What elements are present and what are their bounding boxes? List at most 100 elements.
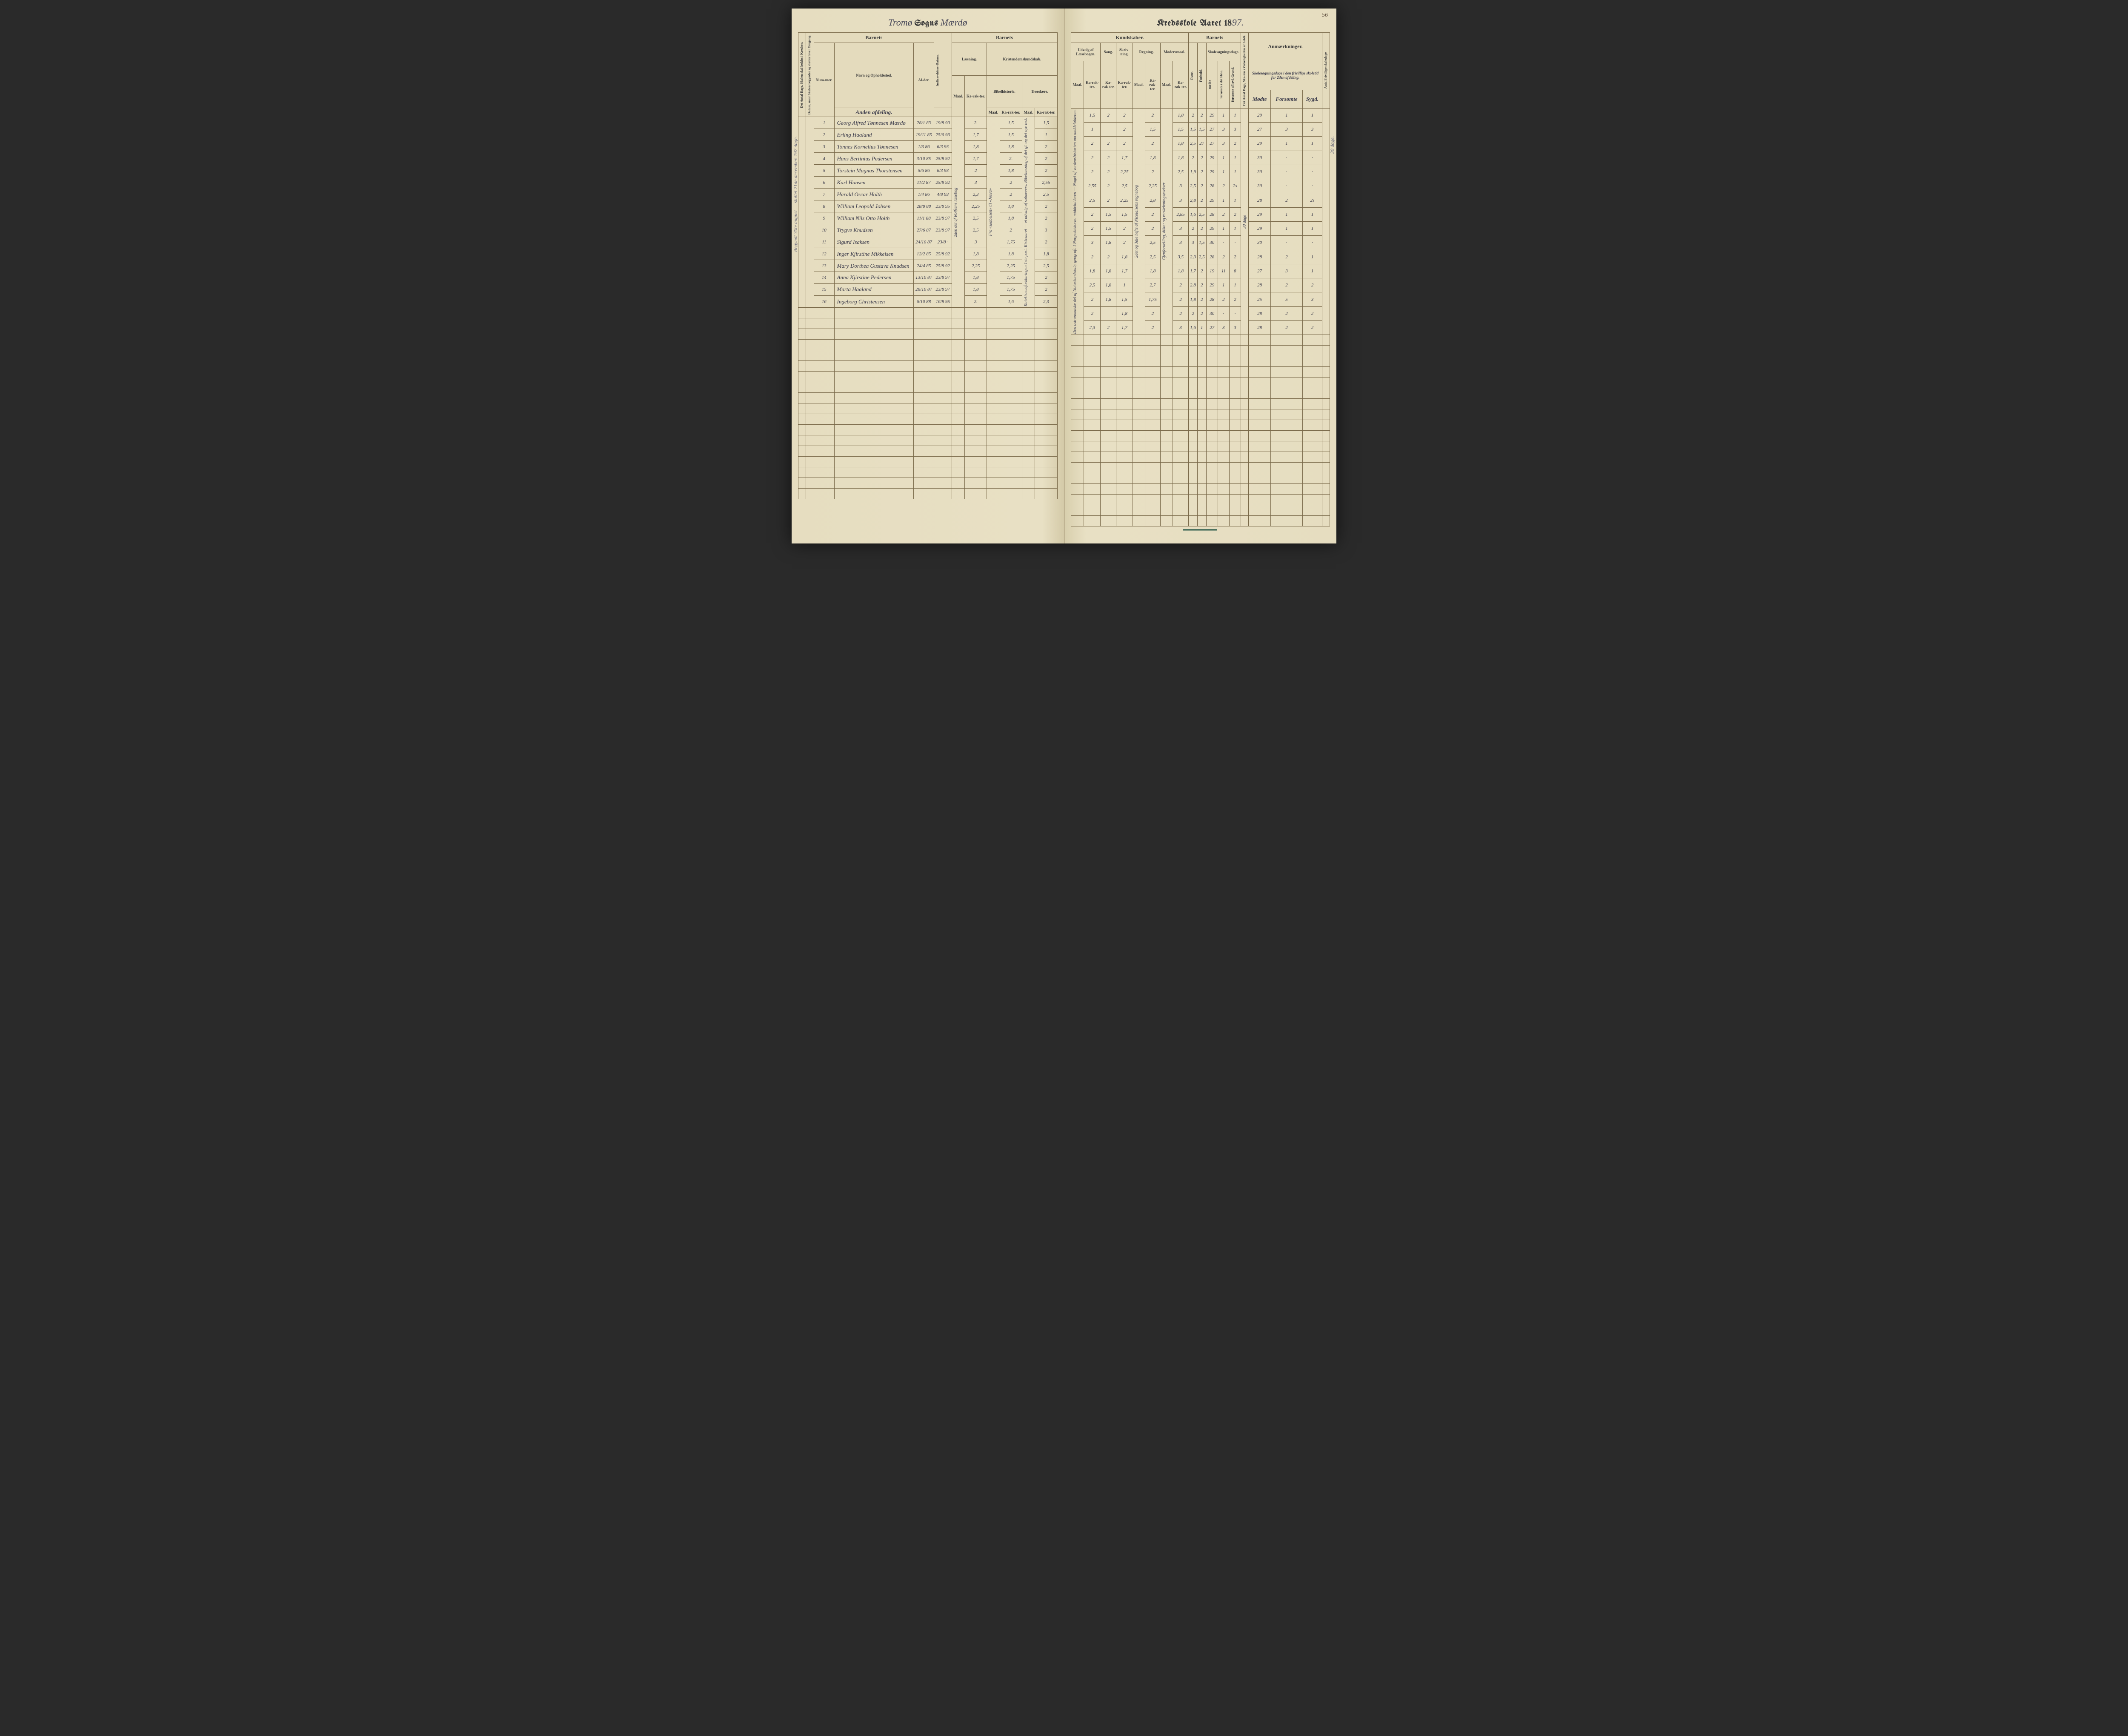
student-name: Ingeborg Christensen [834, 295, 914, 307]
udvalg-grade: 2,3 [1084, 320, 1101, 335]
evne-grade: 2,5 [1189, 137, 1198, 151]
bibel-grade: 1,8 [1000, 141, 1022, 153]
col-forhold: Forhold. [1199, 68, 1204, 83]
entry-date-cell: 23/8 95 [934, 200, 952, 212]
udvalg-grade: 1 [1084, 123, 1101, 137]
empty-row [1071, 346, 1330, 356]
age-cell: 11/1 88 [914, 212, 934, 224]
laesning-grade: 1,8 [964, 141, 987, 153]
anm-fors: · [1271, 236, 1303, 250]
sogns-label: Sogns [915, 19, 938, 28]
forsomte-hele: 1 [1218, 193, 1229, 207]
moders-grade: 3 [1173, 179, 1189, 193]
col-friv: Antal frivillige skoledage [1324, 51, 1328, 90]
table-row: 1,81,81,71,81,81,72191182731 [1071, 264, 1330, 278]
table-row: 2,51,812,722,8229112822 [1071, 278, 1330, 292]
group-skolesogn: Skolesøgningsdage. [1206, 43, 1241, 61]
bibel-grade: 2 [1000, 189, 1022, 200]
student-name: Erling Haaland [834, 129, 914, 141]
regning-grade: 1,8 [1145, 151, 1161, 165]
anm-modte: 27 [1248, 123, 1270, 137]
entry-date-cell: 23/8 97 [934, 283, 952, 295]
age-cell: 1/3 86 [914, 141, 934, 153]
moders-grade: 2 [1173, 278, 1189, 292]
anm-fors: 2 [1271, 278, 1303, 292]
forsomte-hele: 1 [1218, 108, 1229, 122]
age-cell: 11/2 87 [914, 177, 934, 189]
sang-grade: 2 [1101, 250, 1116, 264]
anm-sys: · [1302, 151, 1322, 165]
regning-grade: 2,5 [1145, 250, 1161, 264]
anm-fors: · [1271, 151, 1303, 165]
anm-modte: Mødte [1248, 90, 1270, 109]
table-row: 6Karl Hansen11/2 8725/8 92322,55 [798, 177, 1058, 189]
moders-grade: 1,8 [1173, 108, 1189, 122]
forhold-grade: 1 [1197, 320, 1206, 335]
anm-modte: 30 [1248, 151, 1270, 165]
col-mo-maal: Maal. [1160, 61, 1173, 108]
age-cell: 19/11 85 [914, 129, 934, 141]
student-name: William Nils Otto Holth [834, 212, 914, 224]
anm-sys: 2 [1302, 320, 1322, 335]
udvalg-grade: 2 [1084, 306, 1101, 320]
empty-row [798, 446, 1058, 457]
anm-sys: Sygd. [1302, 90, 1322, 109]
student-name: Inger Kjirstine Mikkelsen [834, 248, 914, 260]
forsomte-lov: 2 [1229, 137, 1241, 151]
col-u-maal: Maal. [1071, 61, 1084, 108]
entry-date-cell: 25/6 93 [934, 129, 952, 141]
col-b-maal: Maal. [987, 108, 1000, 117]
anm-modte: 30 [1248, 236, 1270, 250]
group-barnets-l1: Barnets [814, 33, 934, 43]
regning-grade: 1,5 [1145, 123, 1161, 137]
forsomte-hele: 1 [1218, 222, 1229, 236]
regning-grade: 2 [1145, 137, 1161, 151]
forhold-grade: 2 [1197, 151, 1206, 165]
forsomte-hele: 11 [1218, 264, 1229, 278]
row-number: 14 [814, 272, 834, 284]
moders-grade: 2 [1173, 306, 1189, 320]
table-row: 22221,82,52727322911 [1071, 137, 1330, 151]
empty-row [798, 340, 1058, 350]
student-name: Georg Alfred Tønnesen Mærdø [834, 117, 914, 129]
empty-row [1071, 495, 1330, 505]
forhold-grade: 2 [1197, 264, 1206, 278]
anm-sys: 3 [1302, 292, 1322, 306]
empty-row [1071, 463, 1330, 473]
forsomte-hele: · [1218, 236, 1229, 250]
col-modte: mødte [1208, 79, 1213, 90]
udvalg-grade: 2 [1084, 292, 1101, 306]
laesning-grade: 2,25 [964, 260, 987, 272]
entry-date-cell: 19/8 90 [934, 117, 952, 129]
bibel-grade: 2. [1000, 153, 1022, 165]
empty-row [1071, 516, 1330, 526]
col-b-kar: Ka-rak-ter. [1000, 108, 1022, 117]
bibel-grade: 1,75 [1000, 283, 1022, 295]
forhold-grade: 27 [1197, 137, 1206, 151]
forsomte-lov: 8 [1229, 264, 1241, 278]
row-number: 6 [814, 177, 834, 189]
col-fors-lov: forsømte af lovl. Grund. [1231, 66, 1236, 103]
group-anm: Anmærkninger. [1248, 33, 1322, 61]
skriv-grade: 2 [1116, 236, 1133, 250]
row-number: 11 [814, 236, 834, 248]
modte-days: 27 [1206, 123, 1218, 137]
group-skriv: Skriv-ning. [1116, 43, 1133, 61]
troes-grade: 2 [1035, 212, 1057, 224]
col-indtr-sub [934, 108, 952, 117]
group-udvalg: Udvalg af Læsebogen. [1071, 43, 1101, 61]
udvalg-grade: 3 [1084, 236, 1101, 250]
moders-grade: 3,5 [1173, 250, 1189, 264]
entry-date-cell: 23/8 97 [934, 224, 952, 236]
ledger-book: Begyndt 30te august — sluttet 21de decem… [792, 9, 1336, 543]
forsomte-hele: 1 [1218, 165, 1229, 179]
sang-grade: 2 [1101, 137, 1116, 151]
udvalg-grade: 2 [1084, 165, 1101, 179]
table-row: 16Ingeborg Christensen6/10 8816/8 952.1,… [798, 295, 1058, 307]
age-cell: 28/1 83 [914, 117, 934, 129]
moders-grade: 3 [1173, 222, 1189, 236]
group-regning: Regning. [1133, 43, 1160, 61]
modte-days: 29 [1206, 222, 1218, 236]
moders-grade: 3 [1173, 320, 1189, 335]
forhold-grade: 1,5 [1197, 123, 1206, 137]
